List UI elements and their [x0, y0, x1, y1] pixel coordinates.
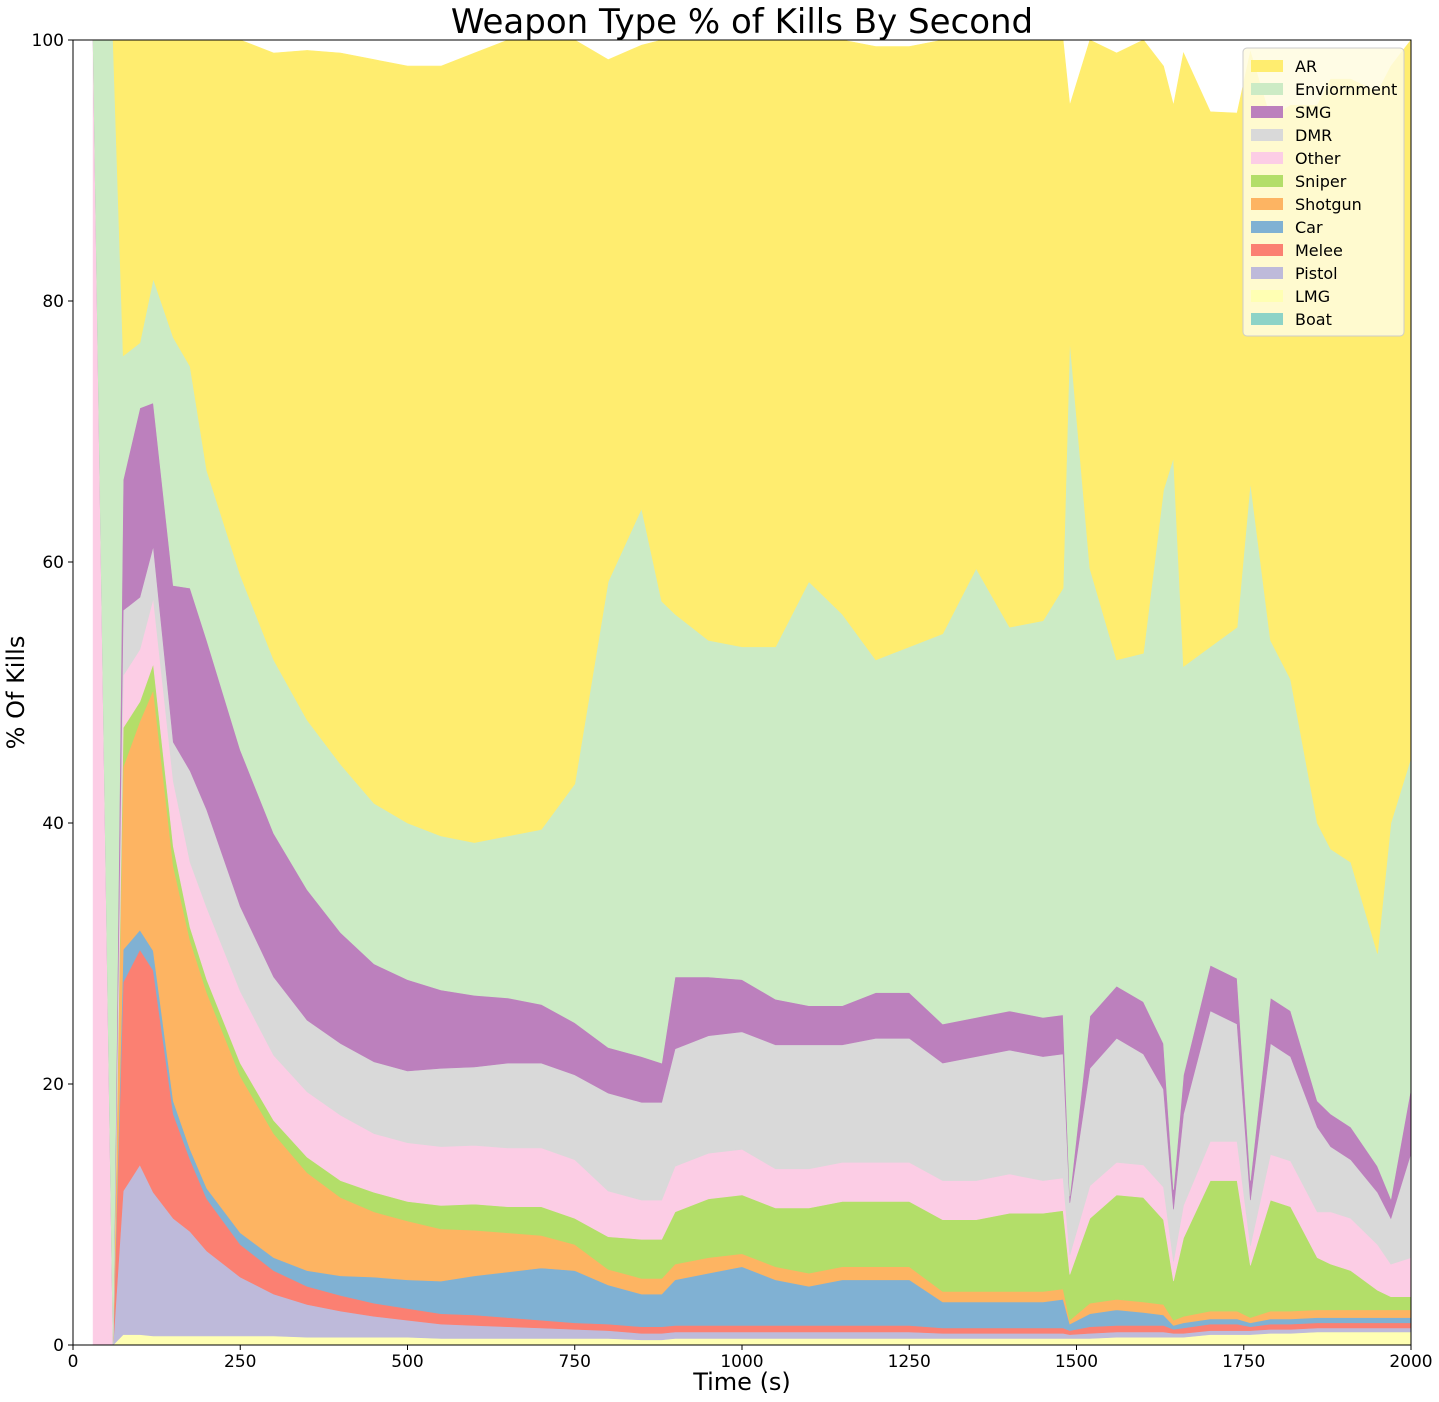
y-tick-label: 20	[42, 1075, 64, 1095]
y-axis-ticks: 0 20 40 60 80 100	[32, 31, 73, 1356]
legend-label-lmg: LMG	[1295, 287, 1330, 306]
legend-swatch-shotgun	[1251, 198, 1283, 210]
legend-label-smg: SMG	[1295, 103, 1331, 122]
legend-swatch-smg	[1251, 106, 1283, 118]
legend-swatch-enviornment	[1251, 83, 1283, 95]
x-axis-ticks: 0 250 500 750 1000 1250 1500 1750 2000	[68, 1345, 1433, 1372]
x-tick-label: 750	[559, 1352, 591, 1372]
legend-label-pistol: Pistol	[1295, 264, 1338, 283]
x-tick-label: 250	[224, 1352, 256, 1372]
x-tick-label: 1500	[1055, 1352, 1098, 1372]
legend-swatch-other	[1251, 152, 1283, 164]
legend-swatch-lmg	[1251, 290, 1283, 302]
x-tick-label: 1250	[888, 1352, 931, 1372]
legend-label-melee: Melee	[1295, 241, 1343, 260]
legend-label-shotgun: Shotgun	[1295, 195, 1362, 214]
legend: AR Enviornment SMG DMR Other Sniper Shotgun Car…	[1242, 47, 1405, 337]
x-tick-label: 500	[391, 1352, 423, 1372]
legend-swatch-ar	[1251, 60, 1283, 72]
legend-swatch-car	[1251, 221, 1283, 233]
x-tick-label: 1000	[720, 1352, 763, 1372]
y-tick-label: 100	[32, 31, 64, 51]
legend-label-dmr: DMR	[1295, 126, 1332, 145]
legend-swatch-sniper	[1251, 175, 1283, 187]
legend-label-ar: AR	[1295, 57, 1317, 76]
y-tick-label: 60	[42, 553, 64, 573]
legend-swatch-pistol	[1251, 267, 1283, 279]
legend-label-other: Other	[1295, 149, 1341, 168]
x-tick-label: 0	[68, 1352, 79, 1372]
legend-swatch-dmr	[1251, 129, 1283, 141]
y-tick-label: 40	[42, 814, 64, 834]
y-axis-label: % Of Kills	[2, 636, 30, 750]
legend-swatch-boat	[1251, 313, 1283, 325]
x-tick-label: 2000	[1389, 1352, 1432, 1372]
legend-label-enviornment: Enviornment	[1295, 80, 1397, 99]
chart-title: Weapon Type % of Kills By Second	[451, 2, 1033, 42]
legend-label-car: Car	[1295, 218, 1323, 237]
legend-box	[1242, 47, 1405, 337]
y-tick-label: 0	[53, 1336, 64, 1356]
legend-label-boat: Boat	[1295, 310, 1332, 329]
x-axis-label: Time (s)	[692, 1368, 791, 1396]
stacked-areas	[92, 39, 1412, 1346]
y-tick-label: 80	[42, 292, 64, 312]
legend-swatch-melee	[1251, 244, 1283, 256]
x-tick-label: 1750	[1222, 1352, 1265, 1372]
legend-label-sniper: Sniper	[1295, 172, 1347, 191]
